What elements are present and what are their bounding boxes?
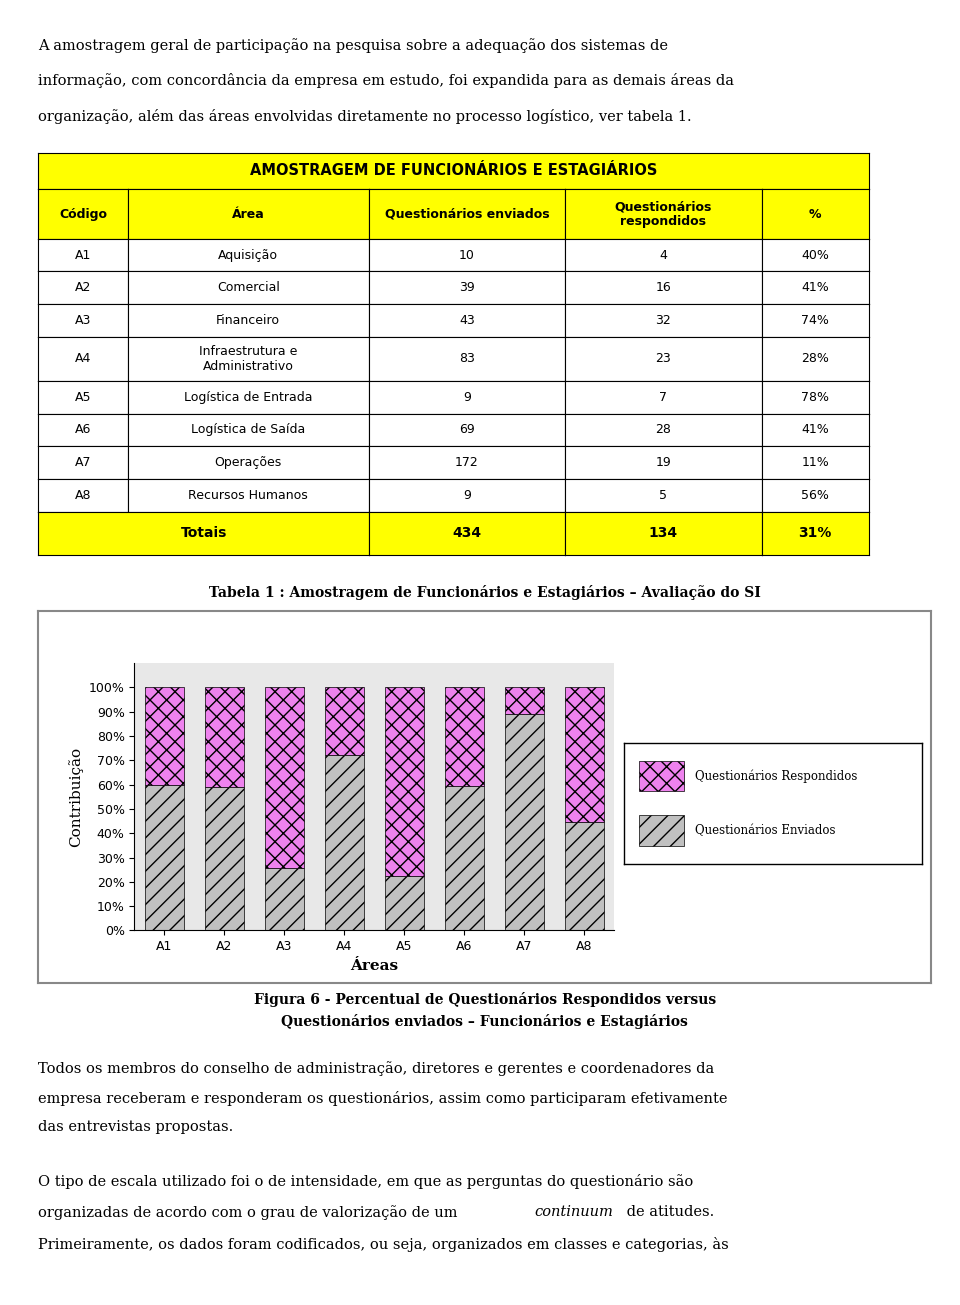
Text: 41%: 41% <box>802 424 829 436</box>
Text: 434: 434 <box>452 526 482 540</box>
Text: Infraestrutura e
Administrativo: Infraestrutura e Administrativo <box>199 345 298 373</box>
Text: A5: A5 <box>75 392 91 403</box>
Text: 7: 7 <box>660 392 667 403</box>
Text: 19: 19 <box>656 457 671 468</box>
Text: A2: A2 <box>75 282 91 294</box>
Text: Código: Código <box>59 207 107 221</box>
Bar <box>204 688 244 787</box>
Bar <box>505 688 544 714</box>
Text: Operações: Operações <box>215 457 282 468</box>
Text: de atitudes.: de atitudes. <box>622 1206 714 1219</box>
Text: 32: 32 <box>656 315 671 326</box>
Bar <box>385 877 424 930</box>
Text: informação, com concordância da empresa em estudo, foi expandida para as demais : informação, com concordância da empresa … <box>38 73 734 89</box>
Text: 134: 134 <box>649 526 678 540</box>
Text: das entrevistas propostas.: das entrevistas propostas. <box>38 1120 233 1134</box>
Bar <box>145 688 184 784</box>
Bar <box>639 816 684 846</box>
Text: Totais: Totais <box>180 526 227 540</box>
Text: Financeiro: Financeiro <box>216 315 280 326</box>
Y-axis label: Contribuição: Contribuição <box>68 746 84 847</box>
Text: A1: A1 <box>75 249 91 261</box>
Text: A7: A7 <box>75 457 91 468</box>
Bar <box>204 787 244 930</box>
Text: 69: 69 <box>459 424 475 436</box>
Text: 9: 9 <box>463 489 471 501</box>
Text: AMOSTRAGEM DE FUNCIONÁRIOS E ESTAGIÁRIOS: AMOSTRAGEM DE FUNCIONÁRIOS E ESTAGIÁRIOS <box>250 163 658 179</box>
Text: Questionários
respondidos: Questionários respondidos <box>614 200 712 228</box>
Text: 28: 28 <box>656 424 671 436</box>
Bar <box>324 688 364 754</box>
Text: A6: A6 <box>75 424 91 436</box>
Text: 4: 4 <box>660 249 667 261</box>
Bar <box>564 688 604 822</box>
Text: A amostragem geral de participação na pesquisa sobre a adequação dos sistemas de: A amostragem geral de participação na pe… <box>38 38 668 52</box>
Text: 43: 43 <box>459 315 475 326</box>
Text: 40%: 40% <box>802 249 829 261</box>
Text: 16: 16 <box>656 282 671 294</box>
Text: %: % <box>809 207 822 221</box>
Text: empresa receberam e responderam os questionários, assim como participaram efetiv: empresa receberam e responderam os quest… <box>38 1091 728 1105</box>
Text: organização, além das áreas envolvidas diretamente no processo logístico, ver ta: organização, além das áreas envolvidas d… <box>38 108 692 124</box>
Text: 10: 10 <box>459 249 475 261</box>
Text: 41%: 41% <box>802 282 829 294</box>
Text: 56%: 56% <box>802 489 829 501</box>
Text: 11%: 11% <box>802 457 829 468</box>
Bar <box>324 754 364 930</box>
Text: 28%: 28% <box>802 352 829 365</box>
Bar <box>145 784 184 930</box>
Bar <box>444 688 484 786</box>
Text: Área: Área <box>231 207 265 221</box>
Bar <box>385 688 424 877</box>
Text: 23: 23 <box>656 352 671 365</box>
Text: 78%: 78% <box>802 392 829 403</box>
Text: Questionários Enviados: Questionários Enviados <box>695 823 836 837</box>
Text: 83: 83 <box>459 352 475 365</box>
Text: Questionários enviados: Questionários enviados <box>385 207 549 221</box>
Text: Tabela 1 : Amostragem de Funcionários e Estagiários – Avaliação do SI: Tabela 1 : Amostragem de Funcionários e … <box>209 585 760 600</box>
Text: Primeiramente, os dados foram codificados, ou seja, organizados em classes e cat: Primeiramente, os dados foram codificado… <box>38 1237 730 1251</box>
Bar <box>505 714 544 930</box>
Text: Logística de Entrada: Logística de Entrada <box>184 392 312 403</box>
Text: Recursos Humanos: Recursos Humanos <box>188 489 308 501</box>
X-axis label: Áreas: Áreas <box>350 959 398 972</box>
Text: 74%: 74% <box>802 315 829 326</box>
Text: A4: A4 <box>75 352 91 365</box>
Text: organizadas de acordo com o grau de valorização de um: organizadas de acordo com o grau de valo… <box>38 1206 463 1220</box>
Text: 39: 39 <box>459 282 475 294</box>
Bar <box>564 822 604 930</box>
Text: 9: 9 <box>463 392 471 403</box>
Text: A3: A3 <box>75 315 91 326</box>
Text: 5: 5 <box>660 489 667 501</box>
Text: Todos os membros do conselho de administração, diretores e gerentes e coordenado: Todos os membros do conselho de administ… <box>38 1061 714 1077</box>
Text: 172: 172 <box>455 457 479 468</box>
Text: Questionários Respondidos: Questionários Respondidos <box>695 770 858 783</box>
Text: 31%: 31% <box>799 526 831 540</box>
Bar <box>444 786 484 930</box>
Text: Comercial: Comercial <box>217 282 279 294</box>
Text: Aquisição: Aquisição <box>218 249 278 261</box>
Bar <box>639 761 684 791</box>
Bar <box>265 688 304 868</box>
Bar <box>265 868 304 930</box>
Text: Figura 6 - Percentual de Questionários Respondidos versus
Questionários enviados: Figura 6 - Percentual de Questionários R… <box>253 992 716 1030</box>
Text: O tipo de escala utilizado foi o de intensidade, em que as perguntas do question: O tipo de escala utilizado foi o de inte… <box>38 1174 694 1189</box>
Text: A8: A8 <box>75 489 91 501</box>
Text: continuum: continuum <box>535 1206 613 1219</box>
Text: Logística de Saída: Logística de Saída <box>191 424 305 436</box>
